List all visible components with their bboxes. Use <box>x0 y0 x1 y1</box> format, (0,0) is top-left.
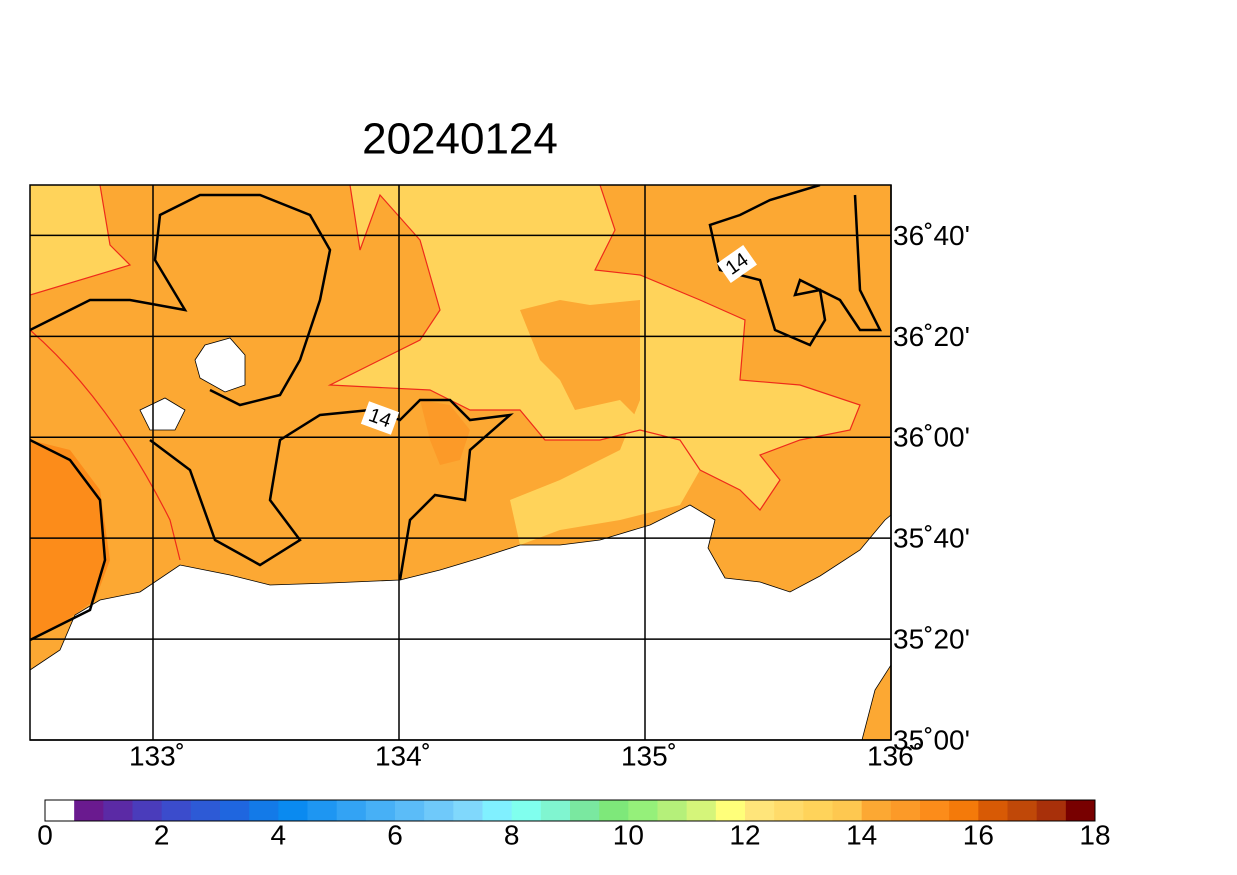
colorbar-box <box>453 800 483 821</box>
colorbar-box <box>482 800 513 821</box>
y-tick-label: 36˚20' <box>893 321 970 352</box>
colorbar-box <box>890 800 921 821</box>
y-tick-label: 35˚40' <box>893 523 970 554</box>
colorbar-box <box>220 800 250 821</box>
field-warm-region <box>30 185 130 295</box>
contour-13 <box>327 185 861 511</box>
contour-14 <box>708 185 883 347</box>
colorbar-tick-label: 0 <box>37 819 53 850</box>
colorbar-box <box>278 800 308 821</box>
colorbar-box <box>103 800 133 821</box>
colorbar-tick-label: 2 <box>154 819 170 850</box>
colorbar-box <box>1036 800 1067 821</box>
island <box>194 337 246 393</box>
colorbar-box <box>540 800 571 821</box>
colorbar-box <box>686 800 717 821</box>
contour-13 <box>30 185 132 296</box>
x-tick-label: 136˚ <box>867 740 923 771</box>
colorbar-tick-label: 18 <box>1079 819 1110 850</box>
contour-14 <box>30 193 332 407</box>
colorbar-box <box>74 800 104 821</box>
colorbar-box <box>365 800 396 821</box>
colorbar-tick-label: 12 <box>729 819 760 850</box>
y-tick-label: 35˚00' <box>893 724 970 755</box>
colorbar-box <box>45 800 75 821</box>
colorbar-box <box>745 800 775 821</box>
x-tick-label: 135˚ <box>621 740 677 771</box>
colorbar-box <box>978 800 1008 821</box>
colorbar-box <box>599 800 629 821</box>
temperature-field <box>30 185 891 740</box>
contour-14 <box>149 398 514 581</box>
island <box>139 397 186 431</box>
colorbar-tick-label: 8 <box>504 819 520 850</box>
colorbar-box <box>511 800 542 821</box>
land <box>30 504 891 740</box>
colorbar-box <box>336 800 367 821</box>
map-frame <box>29 184 892 741</box>
contour-14 <box>30 438 107 642</box>
colorbar-box <box>1065 800 1096 821</box>
colorbar-tick-label: 16 <box>963 819 994 850</box>
y-tick-label: 36˚00' <box>893 422 970 453</box>
contour-label-box <box>717 244 757 284</box>
chart-title: 20240124 <box>362 115 558 164</box>
colorbar-box <box>424 800 454 821</box>
colorbar-box <box>161 800 192 821</box>
colorbar-box <box>861 800 892 821</box>
y-tick-label: 36˚40' <box>893 220 970 251</box>
x-tick-label: 134˚ <box>375 740 431 771</box>
field-hot-region <box>420 400 470 465</box>
colorbar-box <box>832 800 863 821</box>
colorbar-box <box>920 800 950 821</box>
colorbar: 0 2 4 6 8 10 12 14 16 18 <box>37 799 1111 850</box>
y-tick-label: 35˚20' <box>893 623 970 654</box>
colorbar-box <box>307 800 338 821</box>
colorbar-frame <box>44 799 1096 822</box>
field-hot-region <box>30 440 110 640</box>
colorbar-box <box>949 800 979 821</box>
colorbar-tick-label: 4 <box>271 819 287 850</box>
colorbar-box <box>803 800 833 821</box>
colorbar-box <box>628 800 658 821</box>
colorbar-tick-label: 14 <box>846 819 877 850</box>
colorbar-box <box>570 800 600 821</box>
colorbar-tick-label: 6 <box>387 819 403 850</box>
colorbar-box <box>190 800 221 821</box>
contour-label-box <box>360 401 400 435</box>
colorbar-box <box>132 800 163 821</box>
field-region <box>520 300 640 420</box>
colorbar-box <box>657 800 688 821</box>
colorbar-box <box>1007 800 1038 821</box>
colorbar-box <box>249 800 279 821</box>
x-tick-label: 133˚ <box>129 740 185 771</box>
colorbar-box <box>715 800 746 821</box>
contour-13 <box>30 329 181 561</box>
field-warm-region <box>510 400 700 545</box>
colorbar-tick-label: 10 <box>613 819 644 850</box>
colorbar-box <box>395 800 425 821</box>
colorbar-box <box>774 800 804 821</box>
